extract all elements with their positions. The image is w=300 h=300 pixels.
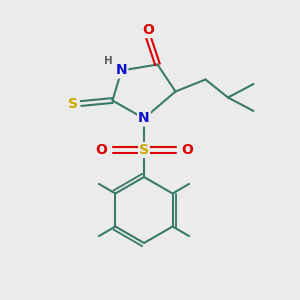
Text: S: S — [68, 97, 78, 110]
Text: O: O — [95, 143, 107, 157]
Text: N: N — [116, 64, 127, 77]
Text: S: S — [139, 143, 149, 157]
Text: H: H — [103, 56, 112, 67]
Text: O: O — [181, 143, 193, 157]
Text: O: O — [142, 23, 154, 37]
Text: N: N — [138, 112, 150, 125]
